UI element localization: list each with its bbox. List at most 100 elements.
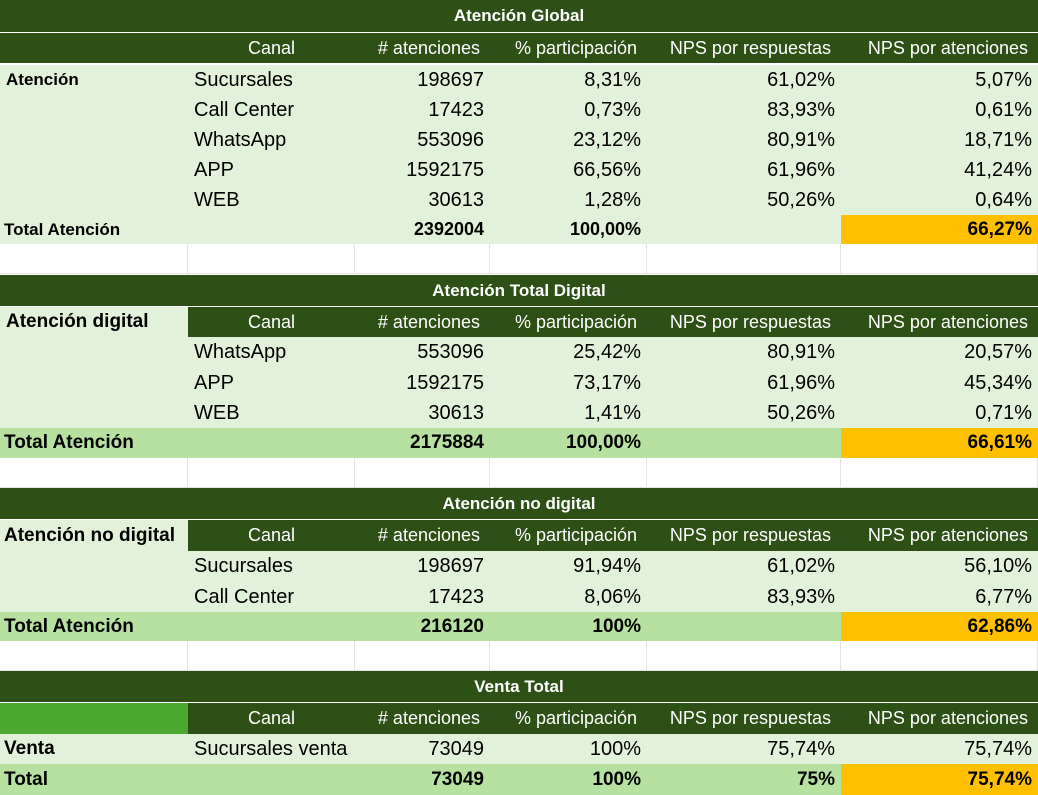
cell-participacion[interactable]: 25,42% (490, 337, 647, 368)
empty-cell[interactable] (188, 458, 355, 488)
empty-cell[interactable] (841, 458, 1038, 488)
cell-blank[interactable] (0, 551, 188, 582)
cell-atenciones[interactable]: 553096 (355, 337, 490, 368)
cell-nps-atenciones[interactable]: 18,71% (841, 125, 1038, 155)
cell-blank[interactable] (0, 125, 188, 155)
header-nps-atenciones[interactable]: NPS por atenciones (841, 33, 1038, 63)
header-participacion[interactable]: % participación (490, 703, 647, 734)
total-atenciones[interactable]: 216120 (355, 612, 490, 641)
header-nps-respuestas[interactable]: NPS por respuestas (647, 520, 841, 551)
header-nps-atenciones[interactable]: NPS por atenciones (841, 703, 1038, 734)
cell-nps-respuestas[interactable]: 83,93% (647, 582, 841, 612)
cell-nps-atenciones[interactable]: 75,74% (841, 734, 1038, 764)
cell-nps-respuestas[interactable]: 50,26% (647, 398, 841, 428)
cell-blank[interactable] (0, 398, 188, 428)
total-atenciones[interactable]: 73049 (355, 764, 490, 795)
cell-participacion[interactable]: 8,06% (490, 582, 647, 612)
header-atenciones[interactable]: # atenciones (355, 33, 490, 63)
section-label[interactable]: Venta (0, 734, 188, 764)
cell-canal[interactable]: Call Center (188, 95, 355, 125)
cell-blank[interactable] (0, 368, 188, 398)
cell-nps-atenciones[interactable]: 56,10% (841, 551, 1038, 582)
cell-blank[interactable] (0, 582, 188, 612)
cell-nps-respuestas[interactable]: 50,26% (647, 185, 841, 215)
cell-nps-atenciones[interactable]: 0,71% (841, 398, 1038, 428)
cell-canal[interactable]: Sucursales (188, 65, 355, 95)
total-nps-atenciones[interactable]: 66,27% (841, 215, 1038, 244)
total-nps-atenciones[interactable]: 75,74% (841, 764, 1038, 795)
total-nps-respuestas[interactable]: 75% (647, 764, 841, 795)
accent-cell[interactable] (0, 703, 188, 734)
empty-cell[interactable] (355, 458, 490, 488)
empty-cell[interactable] (490, 641, 647, 671)
total-participacion[interactable]: 100,00% (490, 215, 647, 244)
empty-cell[interactable] (0, 641, 188, 671)
cell-blank[interactable] (0, 155, 188, 185)
header-nps-respuestas[interactable]: NPS por respuestas (647, 703, 841, 734)
cell-atenciones[interactable]: 553096 (355, 125, 490, 155)
header-participacion[interactable]: % participación (490, 520, 647, 551)
digital-title[interactable]: Atención Total Digital (0, 275, 1038, 306)
header-canal[interactable]: Canal (188, 33, 355, 63)
total-participacion[interactable]: 100% (490, 612, 647, 641)
cell-nps-atenciones[interactable]: 41,24% (841, 155, 1038, 185)
cell-nps-respuestas[interactable]: 80,91% (647, 337, 841, 368)
cell-atenciones[interactable]: 1592175 (355, 368, 490, 398)
cell-canal[interactable]: APP (188, 368, 355, 398)
cell-canal[interactable]: WhatsApp (188, 337, 355, 368)
cell-nps-atenciones[interactable]: 45,34% (841, 368, 1038, 398)
cell-atenciones[interactable]: 17423 (355, 582, 490, 612)
section-label[interactable]: Atención (0, 65, 188, 95)
cell-atenciones[interactable]: 30613 (355, 398, 490, 428)
cell-blank[interactable] (0, 337, 188, 368)
header-atenciones[interactable]: # atenciones (355, 520, 490, 551)
cell-canal[interactable]: APP (188, 155, 355, 185)
cell-canal[interactable]: WhatsApp (188, 125, 355, 155)
header-canal[interactable]: Canal (188, 307, 355, 337)
cell-participacion[interactable]: 8,31% (490, 65, 647, 95)
empty-cell[interactable] (355, 244, 490, 274)
empty-cell[interactable] (188, 641, 355, 671)
global-title[interactable]: Atención Global (0, 0, 1038, 32)
empty-cell[interactable] (841, 244, 1038, 274)
cell-nps-atenciones[interactable]: 0,61% (841, 95, 1038, 125)
venta-title[interactable]: Venta Total (0, 671, 1038, 702)
header-nps-atenciones[interactable]: NPS por atenciones (841, 520, 1038, 551)
total-nps-respuestas[interactable] (647, 428, 841, 458)
empty-cell[interactable] (647, 458, 841, 488)
header-atenciones[interactable]: # atenciones (355, 307, 490, 337)
cell-participacion[interactable]: 91,94% (490, 551, 647, 582)
total-label[interactable]: Total Atención (0, 215, 355, 244)
total-participacion[interactable]: 100% (490, 764, 647, 795)
section-label[interactable]: Atención digital (0, 307, 188, 337)
total-nps-respuestas[interactable] (647, 612, 841, 641)
empty-cell[interactable] (647, 244, 841, 274)
cell-nps-respuestas[interactable]: 61,02% (647, 65, 841, 95)
empty-cell[interactable] (490, 244, 647, 274)
empty-cell[interactable] (0, 244, 188, 274)
empty-cell[interactable] (188, 244, 355, 274)
cell-participacion[interactable]: 23,12% (490, 125, 647, 155)
header-participacion[interactable]: % participación (490, 33, 647, 63)
header-nps-respuestas[interactable]: NPS por respuestas (647, 307, 841, 337)
cell-canal[interactable]: WEB (188, 185, 355, 215)
cell-participacion[interactable]: 0,73% (490, 95, 647, 125)
header-blank[interactable] (0, 33, 188, 63)
total-participacion[interactable]: 100,00% (490, 428, 647, 458)
empty-cell[interactable] (490, 458, 647, 488)
total-label[interactable]: Total Atención (0, 612, 355, 641)
header-canal[interactable]: Canal (188, 703, 355, 734)
cell-nps-respuestas[interactable]: 83,93% (647, 95, 841, 125)
cell-canal[interactable]: Sucursales venta (188, 734, 355, 764)
empty-cell[interactable] (0, 458, 188, 488)
cell-nps-atenciones[interactable]: 6,77% (841, 582, 1038, 612)
cell-participacion[interactable]: 66,56% (490, 155, 647, 185)
header-participacion[interactable]: % participación (490, 307, 647, 337)
total-atenciones[interactable]: 2175884 (355, 428, 490, 458)
cell-nps-respuestas[interactable]: 80,91% (647, 125, 841, 155)
empty-cell[interactable] (841, 641, 1038, 671)
cell-atenciones[interactable]: 1592175 (355, 155, 490, 185)
cell-nps-atenciones[interactable]: 5,07% (841, 65, 1038, 95)
cell-blank[interactable] (0, 185, 188, 215)
nodigital-title[interactable]: Atención no digital (0, 488, 1038, 519)
